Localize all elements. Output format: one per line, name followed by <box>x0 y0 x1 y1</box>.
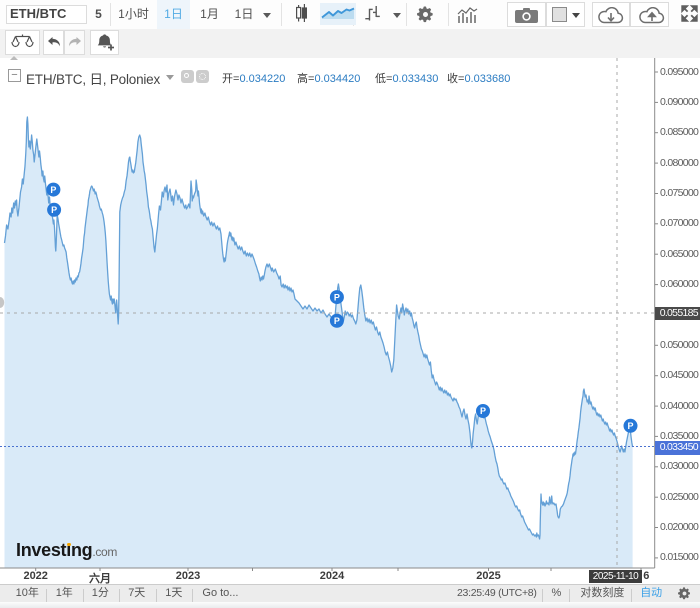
svg-text:P: P <box>627 421 633 431</box>
svg-text:P: P <box>334 292 340 302</box>
svg-text:P: P <box>480 406 486 416</box>
svg-text:P: P <box>50 185 56 195</box>
svg-text:P: P <box>334 316 340 326</box>
svg-text:P: P <box>51 205 57 215</box>
